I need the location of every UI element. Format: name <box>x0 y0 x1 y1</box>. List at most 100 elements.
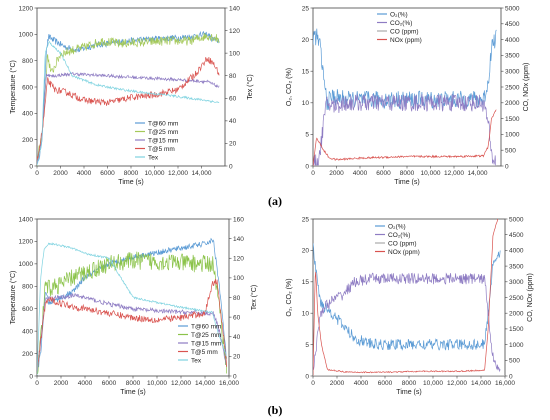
y2-tick-label: 4500 <box>509 232 524 239</box>
legend-entry: CO (ppm) <box>390 28 419 35</box>
y2-tick-label: 40 <box>233 334 241 341</box>
x-tick-label: 14,000 <box>471 380 491 387</box>
y-tick-label: 20 <box>302 248 310 255</box>
legend-entry: CO₂(%) <box>390 20 412 27</box>
x-axis-label: Time (s) <box>120 389 145 396</box>
y2-tick-label: 500 <box>505 148 516 155</box>
y-tick-label: 1400 <box>19 216 34 223</box>
y2-tick-label: 100 <box>233 275 244 282</box>
legend-entry: CO₂(%) <box>388 232 410 239</box>
legend-entry: T@15 mm <box>148 137 178 144</box>
legend-entry: O₂(%) <box>388 223 406 230</box>
x-tick-label: 10,000 <box>145 170 165 177</box>
y-tick-label: 0 <box>305 163 309 170</box>
series-line <box>37 71 220 165</box>
legend-entry: T@25 mm <box>148 129 178 136</box>
x-axis-label: Time (s) <box>118 179 143 186</box>
panel-label-a: (a) <box>268 194 282 208</box>
x-tick-label: 4000 <box>77 170 92 177</box>
x-tick-label: 6000 <box>100 170 115 177</box>
x-tick-label: 0 <box>311 170 315 177</box>
y2-tick-label: 20 <box>233 354 241 361</box>
x-tick-label: 0 <box>311 380 315 387</box>
series-line <box>313 243 501 351</box>
y2-tick-label: 60 <box>233 314 241 321</box>
x-tick-label: 6000 <box>102 380 117 387</box>
x-tick-label: 12,000 <box>171 380 191 387</box>
y2-tick-label: 4000 <box>509 248 524 255</box>
y2-tick-label: 2500 <box>509 295 524 302</box>
x-tick-label: 0 <box>35 380 39 387</box>
y2-tick-label: 100 <box>229 50 240 57</box>
y2-tick-label: 0 <box>229 163 233 170</box>
y2-tick-label: 0 <box>505 163 509 170</box>
series-line <box>37 251 227 375</box>
y2-tick-label: 3500 <box>509 263 524 270</box>
x-tick-label: 14,000 <box>192 170 212 177</box>
y-tick-label: 200 <box>22 351 33 358</box>
series-group <box>313 28 497 166</box>
y2-tick-label: 1000 <box>509 342 524 349</box>
y-tick-label: 5 <box>305 132 309 139</box>
legend-entry: T@25 mm <box>191 332 221 339</box>
legend-entry: NOx (ppm) <box>388 249 420 256</box>
y-axis-label: Temperature (°C) <box>9 271 17 325</box>
x-tick-label: 14,000 <box>195 380 215 387</box>
y-tick-label: 400 <box>22 328 33 335</box>
x-tick-label: 2000 <box>54 380 69 387</box>
series-line <box>313 219 499 376</box>
y2-tick-label: 4500 <box>505 21 520 28</box>
y-tick-label: 1000 <box>19 261 34 268</box>
legend: O₂(%) CO₂(%)CO (ppm) NOx (ppm) <box>377 11 422 44</box>
y2-tick-label: 3000 <box>509 279 524 286</box>
y2-axis-label: CO, NOx (ppm) <box>523 63 530 112</box>
y2-tick-label: 2000 <box>509 311 524 318</box>
x-tick-label: 10,000 <box>147 380 167 387</box>
chart-3: 0 2000 4000 6000 8000 10,000 12,000 14,000 16,00… <box>9 216 258 396</box>
y2-tick-label: 80 <box>229 73 237 80</box>
series-line <box>313 93 497 166</box>
series-line <box>37 242 227 376</box>
y-tick-label: 10 <box>302 311 310 318</box>
chart-2: 0 2000 4000 6000 8000 10,000 12,000 14,000 0 5 10 1… <box>286 5 530 186</box>
y-tick-label: 10 <box>302 100 310 107</box>
y2-tick-label: 120 <box>229 28 240 35</box>
y2-tick-label: 0 <box>233 373 237 380</box>
series-group <box>37 237 227 376</box>
x-tick-label: 16,000 <box>495 380 515 387</box>
legend-entry: T@5 mm <box>191 349 218 356</box>
legend-entry: CO (ppm) <box>388 240 417 247</box>
series-group <box>313 219 505 376</box>
legend-entry: NOx (ppm) <box>390 37 422 44</box>
y2-tick-label: 120 <box>233 256 244 263</box>
x-tick-label: 10,000 <box>421 170 441 177</box>
y2-tick-label: 3000 <box>505 69 520 76</box>
y-tick-label: 1000 <box>19 32 34 39</box>
x-tick-label: 12,000 <box>447 380 467 387</box>
legend-entry: T@5 mm <box>148 146 175 153</box>
y2-tick-label: 140 <box>229 5 240 12</box>
y2-tick-label: 3500 <box>505 53 520 60</box>
y2-axis-label: Tex (°C) <box>246 74 254 99</box>
x-tick-label: 4000 <box>353 170 368 177</box>
y-axis-label: Temperature (°C) <box>9 60 17 114</box>
y2-tick-label: 140 <box>233 236 244 243</box>
x-tick-label: 16,000 <box>219 380 239 387</box>
y-axis-label: O₂, CO₂ (%) <box>286 278 293 316</box>
y-tick-label: 1200 <box>19 239 34 246</box>
y-tick-label: 800 <box>22 58 33 65</box>
chart-1: 0 2000 4000 6000 8000 10,000 12,000 14,00002004… <box>9 5 254 186</box>
y2-tick-label: 80 <box>233 295 241 302</box>
x-tick-label: 2000 <box>330 380 345 387</box>
y2-tick-label: 1500 <box>505 116 520 123</box>
y2-tick-label: 20 <box>229 141 237 148</box>
series-line <box>37 293 227 373</box>
y-tick-label: 0 <box>29 163 33 170</box>
x-tick-label: 2000 <box>53 170 68 177</box>
y-tick-label: 200 <box>22 137 33 144</box>
chart-4: 0 2000 4000 6000 8000 10,000 12,000 14,000 16,00… <box>286 216 534 396</box>
y2-tick-label: 4000 <box>505 37 520 44</box>
legend-entry: T@15 mm <box>191 340 221 347</box>
